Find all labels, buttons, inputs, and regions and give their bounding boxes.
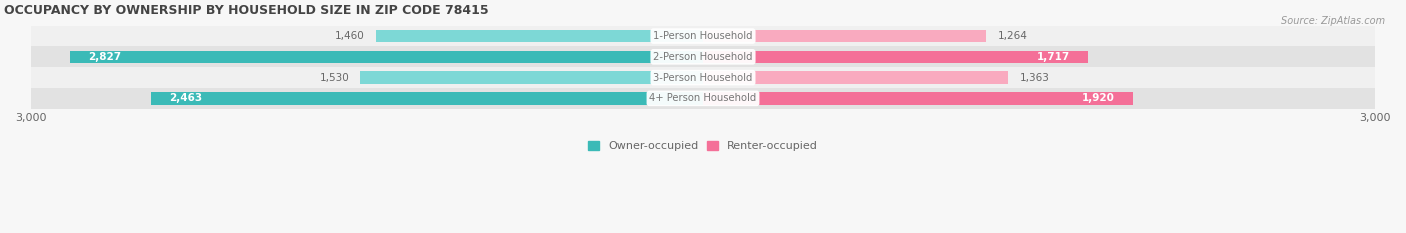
Text: 2,827: 2,827 xyxy=(87,52,121,62)
Text: 3-Person Household: 3-Person Household xyxy=(654,73,752,83)
Bar xyxy=(31,67,1375,88)
Text: 2-Person Household: 2-Person Household xyxy=(654,52,752,62)
Bar xyxy=(31,46,1375,67)
Text: Source: ZipAtlas.com: Source: ZipAtlas.com xyxy=(1281,16,1385,26)
Bar xyxy=(375,30,703,42)
Bar xyxy=(360,71,703,84)
Bar xyxy=(703,51,1088,63)
Text: 1-Person Household: 1-Person Household xyxy=(654,31,752,41)
Text: 1,717: 1,717 xyxy=(1036,52,1070,62)
Legend: Owner-occupied, Renter-occupied: Owner-occupied, Renter-occupied xyxy=(583,137,823,156)
Text: 1,460: 1,460 xyxy=(335,31,364,41)
Text: 1,920: 1,920 xyxy=(1083,93,1115,103)
Text: 1,264: 1,264 xyxy=(997,31,1028,41)
Bar xyxy=(152,92,703,105)
Bar xyxy=(70,51,703,63)
Bar xyxy=(703,30,986,42)
Text: 4+ Person Household: 4+ Person Household xyxy=(650,93,756,103)
Bar xyxy=(31,26,1375,46)
Bar xyxy=(31,88,1375,109)
Bar xyxy=(703,71,1008,84)
Text: OCCUPANCY BY OWNERSHIP BY HOUSEHOLD SIZE IN ZIP CODE 78415: OCCUPANCY BY OWNERSHIP BY HOUSEHOLD SIZE… xyxy=(4,4,489,17)
Bar xyxy=(703,92,1133,105)
Text: 1,363: 1,363 xyxy=(1019,73,1049,83)
Text: 1,530: 1,530 xyxy=(319,73,349,83)
Text: 2,463: 2,463 xyxy=(169,93,202,103)
